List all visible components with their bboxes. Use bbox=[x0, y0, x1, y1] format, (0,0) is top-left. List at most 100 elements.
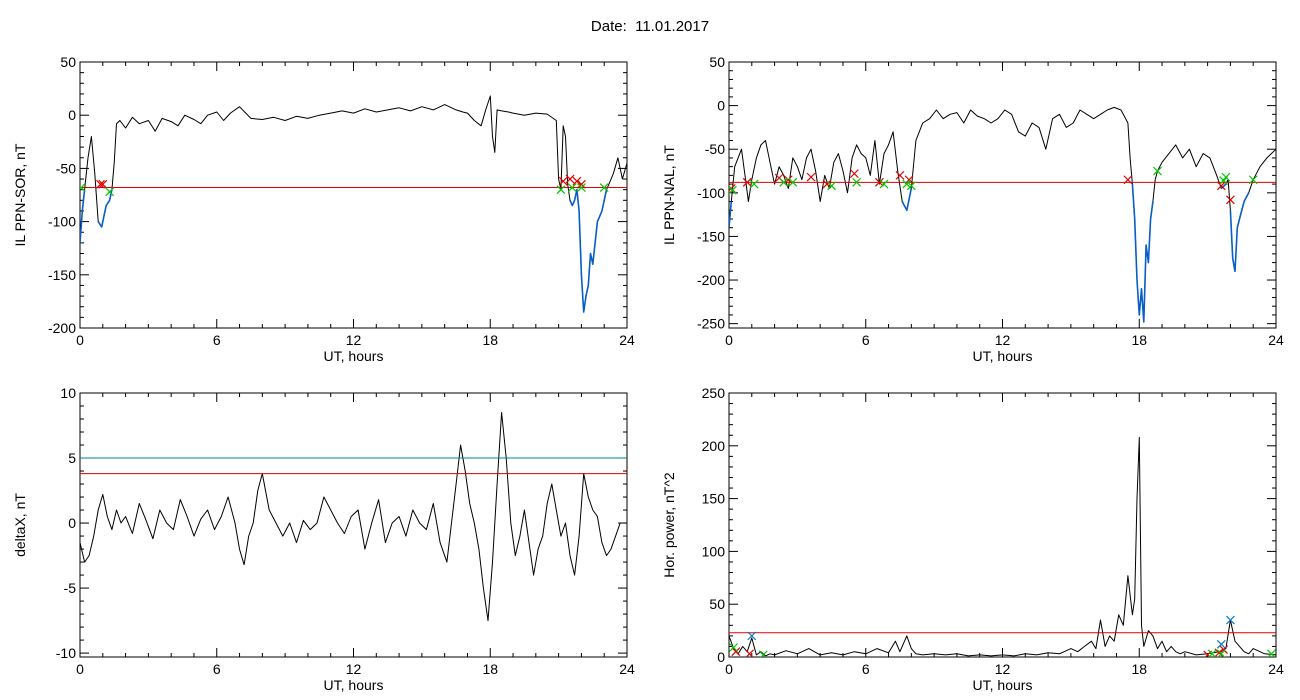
marker-green bbox=[1221, 172, 1231, 182]
x-tick-label: 0 bbox=[725, 661, 733, 677]
chart-panel-hor-power: 0 6 12 18 24 250 200 150 100 50 0 UT, hours Hor. pow… bbox=[661, 385, 1284, 693]
marker-green-stroke bbox=[576, 183, 586, 192]
marker-green-stroke bbox=[788, 177, 798, 187]
x-tick-label: 12 bbox=[995, 332, 1011, 348]
x-axis-title: UT, hours bbox=[973, 348, 1033, 364]
marker-green-stroke bbox=[902, 179, 912, 189]
series-line bbox=[80, 95, 627, 313]
figure-title: Date: 11.01.2017 bbox=[590, 18, 710, 35]
marker-red bbox=[904, 175, 914, 185]
marker-green bbox=[906, 181, 916, 191]
marker-green bbox=[729, 643, 738, 652]
marker-red bbox=[849, 169, 859, 179]
series-below-threshold bbox=[729, 183, 1250, 323]
marker-green-stroke bbox=[779, 177, 789, 187]
y-tick-label: 0 bbox=[68, 107, 76, 123]
plot-frame bbox=[728, 392, 1277, 658]
marker-red-stroke bbox=[745, 649, 754, 657]
plot-frame bbox=[79, 392, 628, 658]
y-tick-label: 0 bbox=[717, 649, 725, 665]
marker-green bbox=[1153, 166, 1162, 176]
marker-green-stroke bbox=[729, 185, 737, 195]
marker-red-stroke bbox=[875, 177, 884, 187]
marker-green bbox=[729, 185, 737, 195]
marker-green-stroke bbox=[1217, 649, 1226, 657]
marker-blue bbox=[747, 631, 757, 641]
marker-blue-stroke bbox=[747, 631, 757, 641]
y-tick-label: 50 bbox=[709, 596, 725, 612]
marker-red-stroke bbox=[576, 179, 586, 189]
y-tick-label: 5 bbox=[68, 450, 76, 466]
y-axis-title: Hor. power, nT^2 bbox=[661, 472, 677, 578]
marker-red-stroke bbox=[806, 172, 816, 182]
marker-red bbox=[1219, 645, 1229, 655]
x-axis-title: UT, hours bbox=[324, 348, 384, 364]
y-tick-label: 0 bbox=[717, 98, 725, 114]
plot-area bbox=[80, 95, 627, 313]
marker-red bbox=[783, 175, 793, 185]
marker-green-stroke bbox=[80, 183, 86, 190]
y-tick-label: -200 bbox=[697, 272, 725, 288]
marker-red-stroke bbox=[96, 179, 105, 189]
marker-green bbox=[567, 183, 577, 192]
marker-green bbox=[105, 187, 115, 197]
x-axis-title: UT, hours bbox=[973, 677, 1033, 693]
marker-green-stroke bbox=[749, 179, 759, 189]
marker-green bbox=[1207, 649, 1217, 657]
y-tick-label: -50 bbox=[56, 160, 76, 176]
series-line bbox=[729, 436, 1276, 657]
x-axis-title: UT, hours bbox=[324, 677, 384, 693]
y-axis-title: IL PPN-SOR, nT bbox=[12, 143, 28, 246]
marker-green-stroke bbox=[906, 181, 916, 191]
x-tick-label: 6 bbox=[862, 332, 870, 348]
x-tick-label: 12 bbox=[346, 332, 362, 348]
marker-green-stroke bbox=[1267, 649, 1276, 657]
chart-panel-ppn-sor: 0 6 12 18 24 50 0 -50 -100 -150 -200 UT, hours IL PP… bbox=[12, 54, 635, 364]
marker-red bbox=[731, 647, 741, 657]
marker-green bbox=[576, 183, 586, 192]
marker-red-stroke bbox=[1225, 195, 1235, 205]
x-tick-label: 24 bbox=[619, 332, 635, 348]
marker-green bbox=[758, 650, 768, 657]
x-tick-label: 18 bbox=[1131, 332, 1147, 348]
chart-panel-deltax: 0 6 12 18 24 10 5 0 -5 -10 UT, hours deltaX, nT bbox=[12, 385, 635, 693]
marker-red-stroke bbox=[731, 647, 741, 657]
x-tick-label: 24 bbox=[619, 661, 635, 677]
plot-frame bbox=[728, 61, 1277, 329]
marker-green-stroke bbox=[1221, 172, 1231, 182]
marker-red bbox=[742, 177, 752, 187]
plot-frame bbox=[79, 61, 628, 329]
marker-red-stroke bbox=[565, 174, 575, 184]
y-tick-label: -100 bbox=[697, 185, 725, 201]
marker-green-stroke bbox=[760, 650, 768, 657]
y-tick-label: 50 bbox=[60, 54, 76, 70]
y-tick-label: -200 bbox=[48, 320, 76, 336]
marker-green bbox=[1248, 175, 1258, 185]
marker-red bbox=[1216, 181, 1226, 191]
x-tick-label: 18 bbox=[482, 661, 498, 677]
marker-red bbox=[806, 172, 816, 182]
marker-red bbox=[745, 649, 754, 657]
chart-panel-ppn-nal: 0 6 12 18 24 50 0 -50 -100 -150 -200 -250 UT, hours I… bbox=[661, 54, 1284, 364]
x-tick-label: 6 bbox=[213, 332, 221, 348]
marker-green bbox=[556, 185, 566, 195]
x-tick-label: 0 bbox=[76, 661, 84, 677]
y-tick-label: 250 bbox=[702, 385, 726, 401]
plot-area bbox=[729, 106, 1276, 323]
marker-red-stroke bbox=[1123, 175, 1133, 185]
y-tick-label: -150 bbox=[697, 228, 725, 244]
plot-area bbox=[80, 412, 627, 622]
marker-blue bbox=[1225, 615, 1235, 625]
marker-red-stroke bbox=[895, 170, 905, 180]
marker-blue-stroke bbox=[1216, 639, 1226, 649]
x-tick-label: 12 bbox=[995, 661, 1011, 677]
marker-red bbox=[1123, 175, 1133, 185]
marker-red-stroke bbox=[1214, 648, 1224, 657]
x-tick-label: 24 bbox=[1268, 661, 1284, 677]
marker-green bbox=[827, 181, 836, 191]
x-tick-label: 6 bbox=[862, 661, 870, 677]
y-tick-label: 150 bbox=[702, 491, 726, 507]
marker-red bbox=[98, 179, 108, 189]
marker-blue-stroke bbox=[1225, 615, 1235, 625]
